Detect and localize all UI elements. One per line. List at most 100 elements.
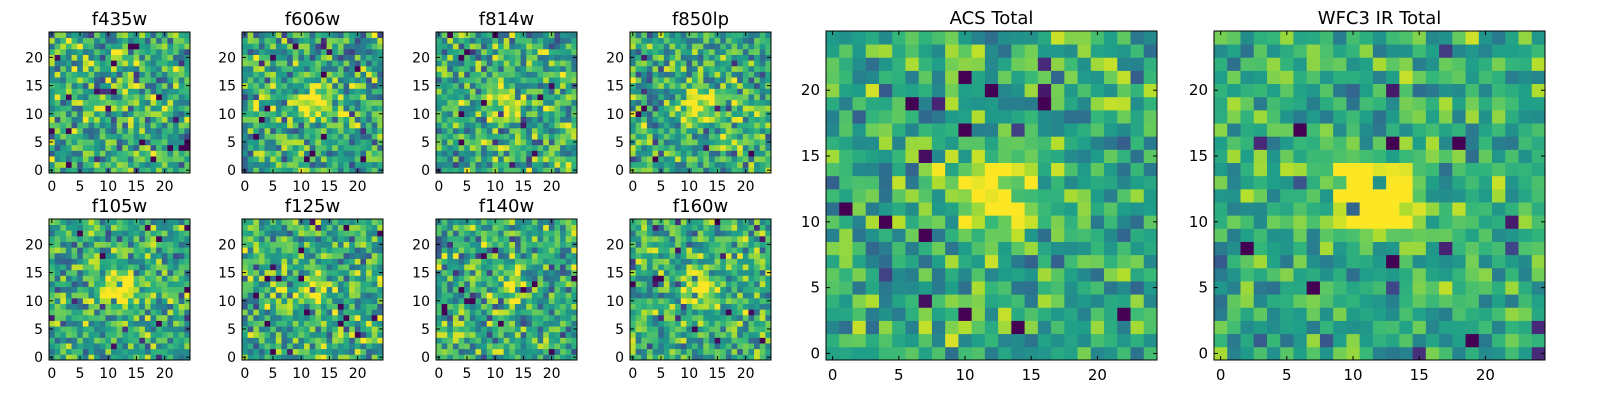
heatmap-cell	[514, 235, 521, 242]
heatmap-cell	[503, 37, 510, 44]
heatmap-cell	[692, 314, 699, 321]
heatmap-cell	[464, 71, 471, 78]
heatmap-cell	[366, 241, 373, 248]
heatmap-cell	[663, 60, 670, 67]
heatmap-cell	[343, 110, 350, 117]
heatmap-cell	[514, 60, 521, 67]
heatmap-cell	[548, 127, 555, 134]
heatmap-cell	[320, 99, 327, 106]
heatmap-cell	[77, 88, 84, 95]
heatmap-cell	[184, 48, 191, 55]
heatmap-cell	[520, 275, 527, 282]
heatmap-cell	[464, 43, 471, 50]
heatmap-cell	[156, 32, 163, 39]
heatmap-cell	[543, 252, 550, 259]
heatmap-cell	[686, 320, 693, 327]
heatmap-cell	[720, 82, 727, 89]
heatmap-cell	[173, 65, 180, 72]
heatmap-cell	[447, 275, 454, 282]
heatmap-cell	[298, 144, 305, 151]
heatmap-cell	[742, 43, 749, 50]
heatmap-cell	[765, 60, 772, 67]
heatmap-cell	[139, 348, 146, 355]
heatmap-cell	[275, 144, 282, 151]
heatmap-cell	[49, 65, 56, 72]
heatmap-cell	[560, 337, 567, 344]
heatmap-cell	[320, 264, 327, 271]
heatmap-cell	[253, 230, 260, 237]
heatmap-cell	[742, 116, 749, 123]
heatmap-cell	[242, 309, 249, 316]
heatmap-cell	[173, 71, 180, 78]
heatmap-cell	[531, 71, 538, 78]
axes-frame	[48, 218, 191, 361]
heatmap-cell	[332, 43, 339, 50]
heatmap-cell	[754, 286, 761, 293]
heatmap-cell	[464, 264, 471, 271]
heatmap-cell	[565, 156, 572, 163]
heatmap-cell	[247, 133, 254, 140]
heatmap-cell	[458, 219, 465, 226]
heatmap-cell	[173, 144, 180, 151]
heatmap-cell	[315, 150, 322, 157]
heatmap-cell	[178, 247, 185, 254]
heatmap-cell	[377, 99, 384, 106]
heatmap-cell	[652, 82, 659, 89]
heatmap-cell	[253, 88, 260, 95]
heatmap-cell	[298, 235, 305, 242]
heatmap-cell	[54, 77, 61, 84]
heatmap-cell	[377, 127, 384, 134]
heatmap-cell	[475, 348, 482, 355]
heatmap-cell	[537, 314, 544, 321]
heatmap-cell	[663, 292, 670, 299]
heatmap-cell	[663, 144, 670, 151]
heatmap-cell	[150, 286, 157, 293]
heatmap-cell	[65, 235, 72, 242]
heatmap-cell	[725, 32, 732, 39]
heatmap-cell	[360, 314, 367, 321]
heatmap-cell	[458, 60, 465, 67]
heatmap-cell	[452, 269, 459, 276]
heatmap-cell	[253, 314, 260, 321]
heatmap-cell	[281, 37, 288, 44]
heatmap-cell	[531, 122, 538, 129]
heatmap-cell	[309, 150, 316, 157]
heatmap-cell	[509, 337, 516, 344]
heatmap-cell	[270, 150, 277, 157]
heatmap-cell	[646, 303, 653, 310]
heatmap-cell	[270, 331, 277, 338]
heatmap-cell	[571, 127, 578, 134]
heatmap-cell	[54, 264, 61, 271]
heatmap-cell	[94, 139, 101, 146]
heatmap-cell	[264, 303, 271, 310]
heatmap-cell	[167, 82, 174, 89]
heatmap-cell	[371, 230, 378, 237]
heatmap-cell	[161, 150, 168, 157]
heatmap-cell	[481, 326, 488, 333]
heatmap-cell	[492, 303, 499, 310]
heatmap-cell	[253, 32, 260, 39]
heatmap-cell	[720, 269, 727, 276]
heatmap-cell	[94, 167, 101, 174]
heatmap-cell	[731, 54, 738, 61]
heatmap-cell	[565, 314, 572, 321]
heatmap-cell	[548, 116, 555, 123]
heatmap-cell	[304, 326, 311, 333]
heatmap-cell	[560, 235, 567, 242]
heatmap-cell	[680, 281, 687, 288]
heatmap-cell	[337, 156, 344, 163]
heatmap-cell	[82, 32, 89, 39]
heatmap-cell	[304, 99, 311, 106]
heatmap-cell	[71, 65, 78, 72]
heatmap-cell	[492, 127, 499, 134]
heatmap-cell	[630, 65, 637, 72]
heatmap-cell	[481, 343, 488, 350]
heatmap-cell	[565, 110, 572, 117]
heatmap-cell	[441, 343, 448, 350]
heatmap-cell	[475, 286, 482, 293]
heatmap-cell	[731, 156, 738, 163]
x-tick-label: 15	[321, 179, 339, 195]
heatmap-cell	[99, 99, 106, 106]
heatmap-cell	[458, 65, 465, 72]
heatmap-cell	[469, 241, 476, 248]
